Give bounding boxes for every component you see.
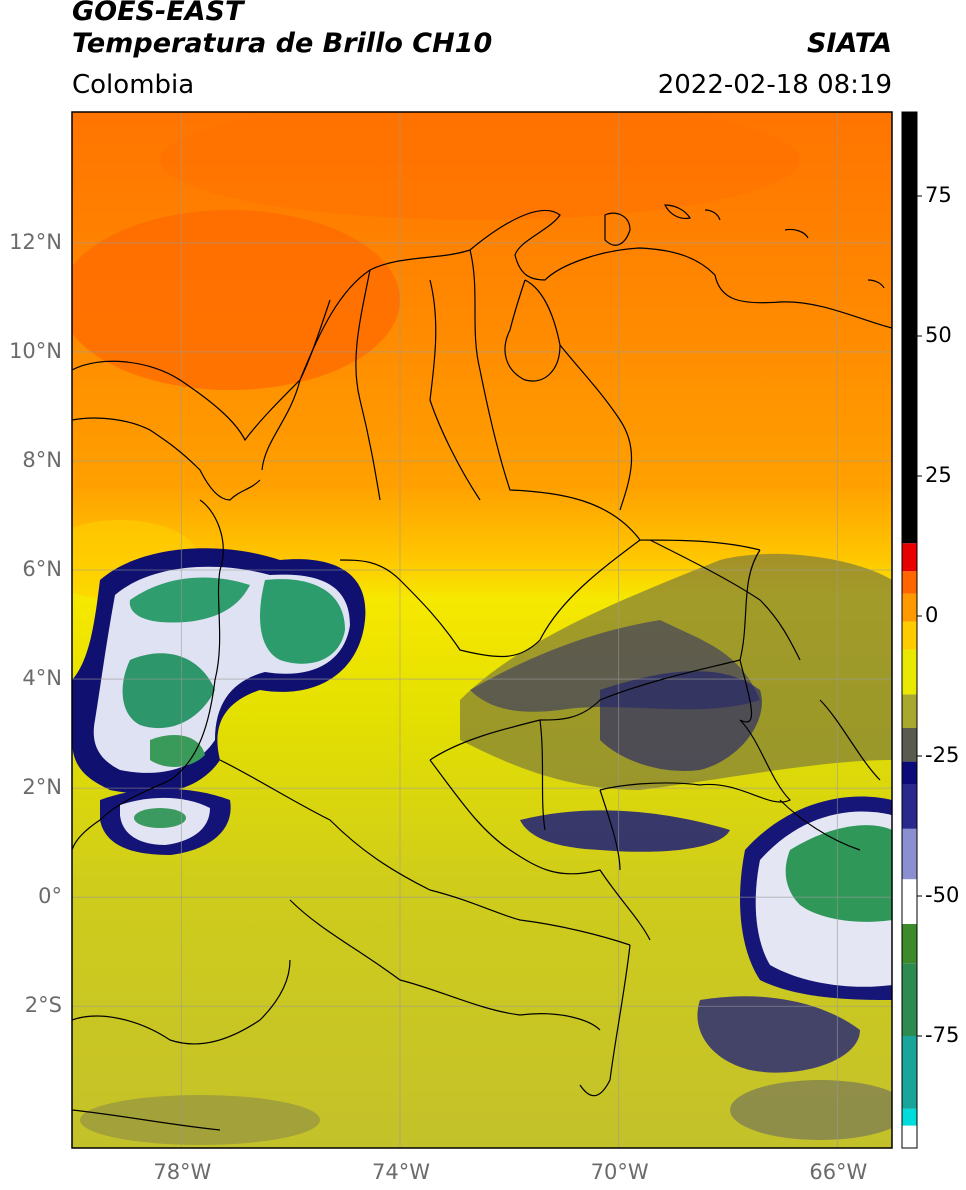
source-label: SIATA: [806, 28, 892, 59]
lon-tick-label: 74°W: [372, 1160, 430, 1184]
region-label: Colombia: [72, 70, 195, 100]
lat-tick-label: 8°N: [22, 447, 62, 472]
lat-tick-label: 2°N: [22, 775, 62, 800]
colorbar-segment: [902, 1108, 917, 1126]
lat-tick-label: 12°N: [9, 229, 62, 254]
colorbar-segment: [902, 1125, 917, 1148]
colorbar-segment: [902, 543, 917, 572]
colorbar-segment: [902, 593, 917, 622]
timestamp-label: 2022-02-18 08:19: [657, 70, 892, 100]
colorbar: [902, 112, 922, 1148]
colorbar-tick-label: 50: [925, 323, 952, 347]
colorbar-segment: [902, 649, 917, 695]
colorbar-segment: [902, 112, 917, 544]
lat-tick-label: 2°S: [24, 993, 62, 1018]
colorbar-segment: [902, 728, 917, 762]
colorbar-tick-label: -50: [925, 883, 960, 907]
colorbar-tick-label: 25: [925, 463, 952, 487]
colorbar-segment: [902, 828, 917, 880]
colorbar-segment: [902, 784, 917, 829]
colorbar-segment: [902, 621, 917, 650]
satellite-title: GOES-EAST: [72, 0, 244, 27]
colorbar-tick-label: 75: [925, 183, 952, 207]
colorbar-segment: [902, 879, 917, 924]
colorbar-segment: [902, 1036, 917, 1109]
lat-tick-label: 6°N: [22, 557, 62, 582]
lat-tick-label: 4°N: [22, 666, 62, 691]
colorbar-segment: [902, 924, 917, 964]
colorbar-tick-label: 0: [925, 603, 939, 627]
graticule: [72, 112, 892, 1148]
lat-tick-label: 10°N: [9, 338, 62, 363]
brightness-temperature-field: [72, 112, 892, 1148]
product-title: Temperatura de Brillo CH10: [72, 28, 493, 59]
lon-tick-label: 66°W: [809, 1160, 868, 1184]
map-frame: [71, 111, 893, 1149]
lon-tick-label: 70°W: [590, 1160, 649, 1184]
colorbar-tick-label: -75: [925, 1023, 960, 1047]
colorbar-segment: [902, 761, 917, 784]
colorbar-segment: [902, 963, 917, 1036]
country-borders: [72, 204, 892, 1131]
lat-tick-label: 0°: [38, 884, 62, 909]
colorbar-segment: [902, 571, 917, 594]
colorbar-frame: [901, 111, 918, 1149]
colorbar-tick-label: -25: [925, 743, 960, 767]
colorbar-segment: [902, 694, 917, 728]
lon-tick-label: 78°W: [153, 1160, 212, 1184]
